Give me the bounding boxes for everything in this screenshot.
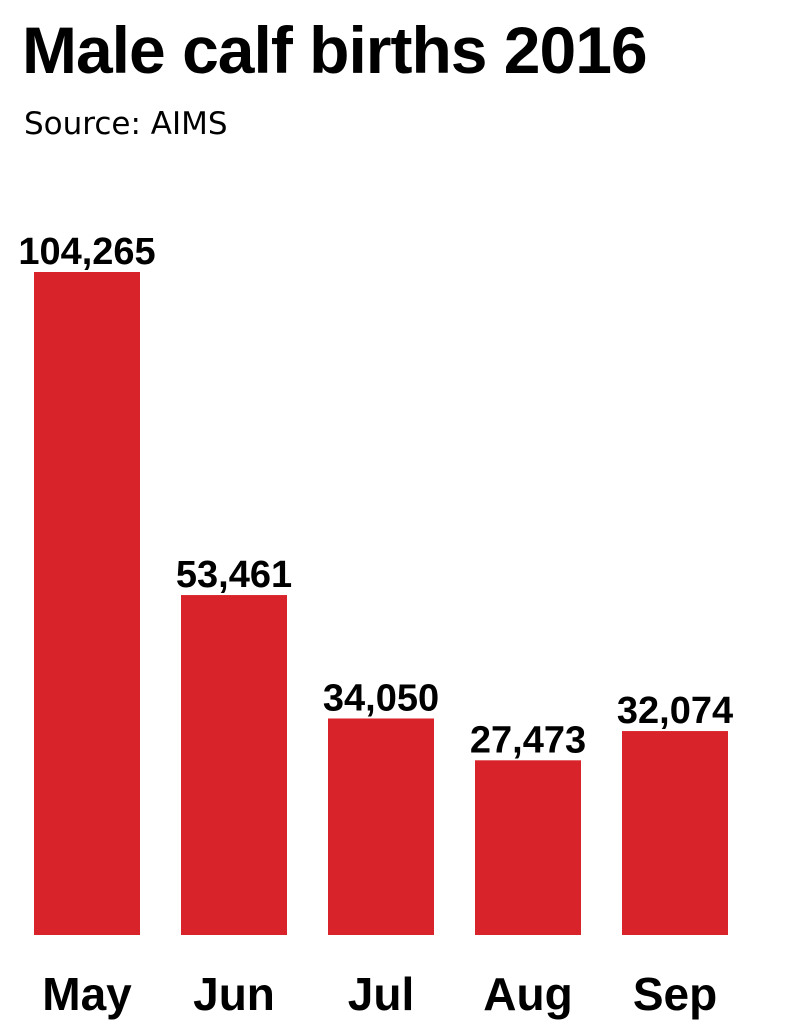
tick-label-jul: Jul [348,968,414,1020]
chart-title: Male calf births 2016 [22,13,648,87]
bar-sep [622,731,728,935]
value-label-aug: 27,473 [470,719,586,761]
chart-source: Source: AIMS [24,106,228,142]
value-label-jul: 34,050 [323,677,439,719]
tick-label-jun: Jun [193,968,275,1020]
tick-label-aug: Aug [483,968,572,1020]
value-label-may: 104,265 [18,231,155,273]
tick-label-may: May [42,968,132,1020]
bar-may [34,272,140,935]
value-label-sep: 32,074 [617,690,733,732]
tick-label-sep: Sep [633,968,717,1020]
bar-jun [181,595,287,935]
bar-aug [475,760,581,935]
value-label-jun: 53,461 [176,554,292,596]
bar-jul [328,718,434,935]
